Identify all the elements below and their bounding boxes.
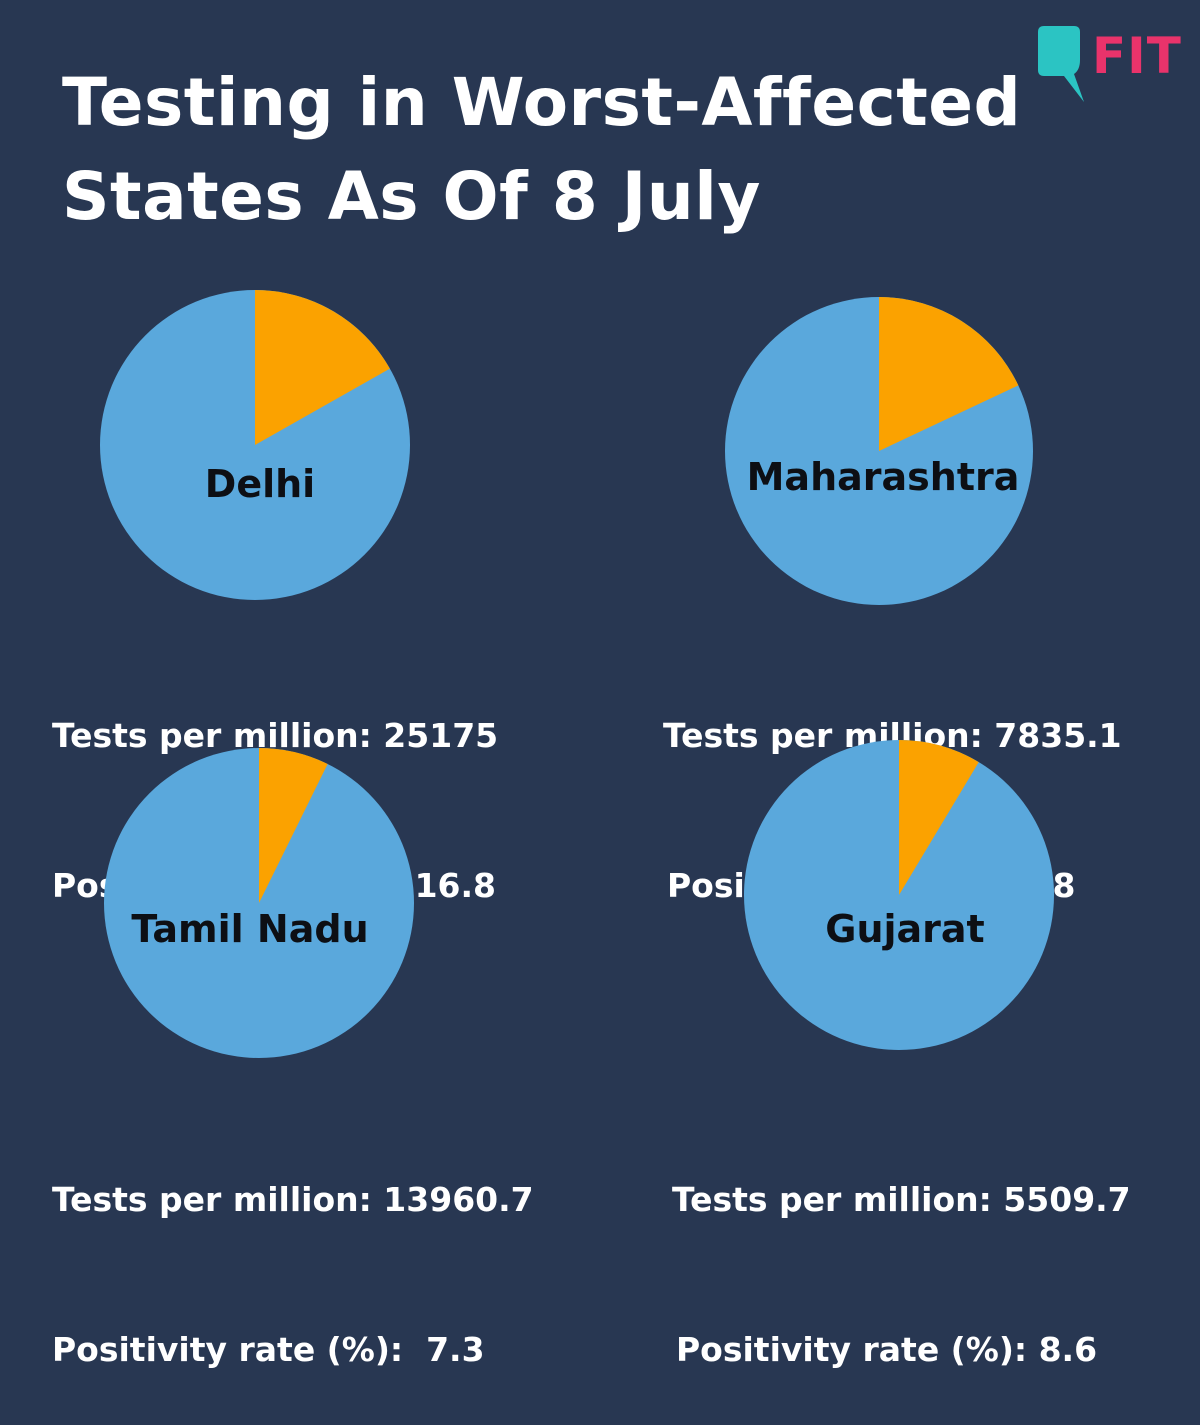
title-line-2: States As Of 8 July (62, 158, 761, 235)
tests-per-million-tamil-nadu: Tests per million: 13960.7 (52, 1180, 534, 1219)
tests-per-million-gujarat: Tests per million: 5509.7 (672, 1180, 1131, 1219)
pie-label-tamil-nadu: Tamil Nadu (131, 907, 369, 951)
pie-gujarat (744, 740, 1054, 1050)
stats-tamil-nadu: Tests per million: 13960.7 Positivity ra… (52, 1075, 534, 1425)
positivity-rate-gujarat: Positivity rate (%): 8.6 (676, 1330, 1098, 1369)
pie-slice-positivity-delhi (255, 290, 390, 445)
pie-slice-positivity-gujarat (899, 740, 979, 895)
stats-gujarat: Tests per million: 5509.7 Positivity rat… (672, 1075, 1131, 1425)
positivity-rate-tamil-nadu: Positivity rate (%): 7.3 (52, 1330, 485, 1369)
pie-slice-positivity-tamil-nadu (259, 748, 328, 903)
fit-logo-icon (1038, 26, 1084, 102)
pie-label-delhi: Delhi (204, 462, 316, 506)
logo-speech-bubble-icon (1038, 26, 1084, 102)
logo-text: FIT (1092, 27, 1182, 85)
pie-label-maharashtra: Maharashtra (746, 455, 1020, 499)
pie-slice-positivity-maharashtra (879, 297, 1019, 451)
pie-label-gujarat: Gujarat (825, 907, 985, 951)
chart-title: Testing in Worst-Affected States As Of 8… (62, 56, 1021, 244)
pie-tamil-nadu (104, 748, 414, 1058)
pie-maharashtra (725, 297, 1033, 605)
pie-delhi (100, 290, 410, 600)
title-line-1: Testing in Worst-Affected (62, 64, 1022, 141)
